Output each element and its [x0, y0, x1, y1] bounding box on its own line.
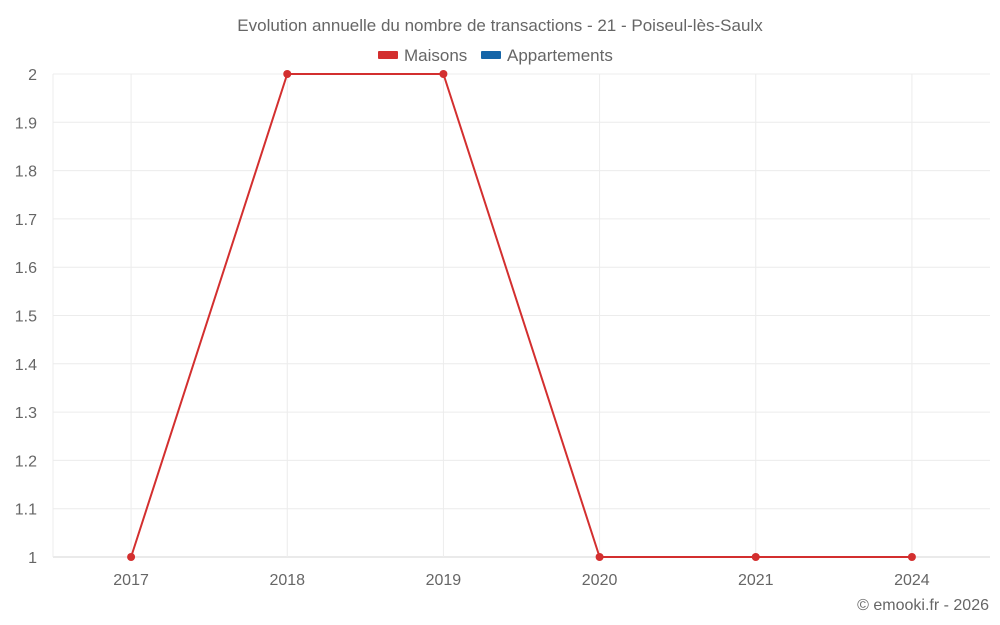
y-tick-label: 1.9	[15, 115, 37, 132]
data-point[interactable]	[595, 553, 604, 561]
y-tick-label: 1.7	[15, 212, 37, 229]
y-tick-label: 1.8	[15, 164, 37, 181]
legend-swatch-maisons	[378, 51, 398, 59]
x-tick-label: 2019	[426, 572, 462, 589]
x-tick-label: 2018	[269, 572, 305, 589]
chart-title: Evolution annuelle du nombre de transact…	[237, 16, 763, 35]
legend-label-appartements[interactable]: Appartements	[507, 46, 613, 65]
y-tick-label: 1.6	[15, 260, 37, 277]
y-tick-label: 1.2	[15, 453, 37, 470]
y-tick-label: 1	[28, 550, 37, 567]
y-tick-label: 1.4	[15, 357, 37, 374]
legend-swatch-appartements	[481, 51, 501, 59]
x-tick-label: 2024	[894, 572, 930, 589]
data-point[interactable]	[751, 553, 760, 561]
series	[127, 70, 916, 561]
y-tick-label: 1.1	[15, 502, 37, 519]
data-point[interactable]	[283, 70, 292, 78]
y-tick-label: 2	[28, 67, 37, 84]
x-tick-label: 2017	[113, 572, 149, 589]
y-tick-label: 1.3	[15, 405, 37, 422]
data-point[interactable]	[907, 553, 916, 561]
x-tick-label: 2021	[738, 572, 774, 589]
legend-label-maisons[interactable]: Maisons	[404, 46, 467, 65]
y-tick-label: 1.5	[15, 309, 37, 326]
data-point[interactable]	[127, 553, 136, 561]
credit-text: © emooki.fr - 2026	[857, 597, 989, 614]
series-line-maisons	[130, 73, 912, 558]
axes: 1 1.1 1.2 1.3 1.4 1.5 1.6 1.7 1.8 1.9 2 2017 2018 201…	[15, 67, 930, 589]
data-point[interactable]	[439, 70, 448, 78]
x-tick-label: 2020	[582, 572, 618, 589]
legend: Maisons Appartements	[378, 46, 613, 65]
